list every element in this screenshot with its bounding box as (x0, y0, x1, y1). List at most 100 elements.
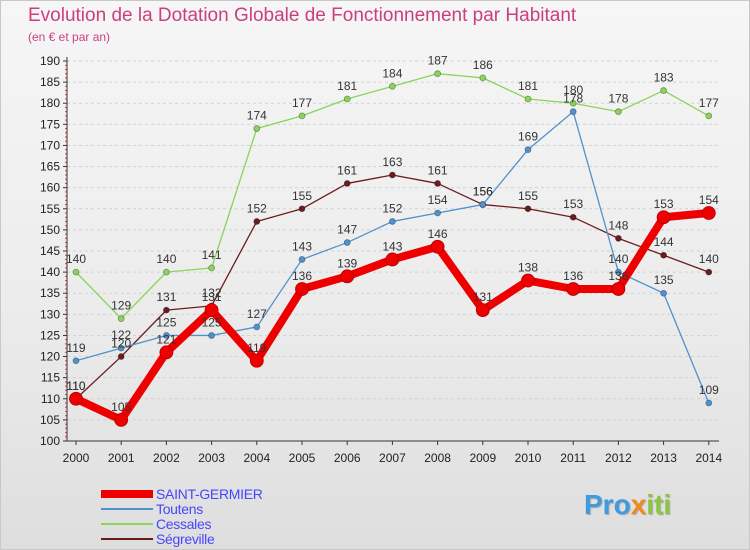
data-point (249, 353, 264, 368)
data-point (430, 239, 445, 254)
data-point (298, 112, 306, 120)
data-point (159, 345, 174, 360)
data-label: 148 (608, 218, 628, 232)
x-tick-label: 2001 (108, 451, 135, 465)
data-point (524, 146, 532, 154)
data-point (434, 70, 442, 78)
tick-labels: 100 105 110 115 120 125 130 135 140 145 150 155 160 1… (40, 54, 723, 465)
data-label: 163 (382, 155, 402, 169)
data-point (660, 87, 667, 94)
data-point (521, 273, 535, 288)
data-point (385, 252, 400, 267)
data-point (253, 323, 261, 331)
x-tick-label: 2014 (695, 451, 722, 465)
y-tick-label: 105 (40, 413, 60, 427)
data-point (343, 180, 351, 187)
data-point (253, 125, 261, 132)
data-point (475, 303, 490, 318)
data-point (204, 303, 219, 318)
legend-label: SAINT-GERMIER (156, 486, 263, 502)
data-point (208, 332, 216, 339)
data-point (162, 332, 170, 339)
data-point (208, 264, 216, 272)
data-label: 143 (382, 239, 402, 253)
data-label: 131 (202, 290, 222, 304)
data-point (295, 282, 309, 296)
data-label: 161 (337, 163, 357, 177)
data-label: 121 (156, 332, 176, 346)
y-tick-label: 150 (40, 223, 60, 237)
data-point (298, 256, 306, 263)
x-tick-label: 2011 (560, 451, 586, 465)
data-label: 177 (699, 96, 719, 110)
data-point (569, 99, 577, 107)
data-label: 136 (608, 269, 628, 283)
chart-subtitle: (en € et par an) (28, 30, 111, 44)
x-tick-label: 2008 (424, 451, 451, 465)
x-tick-label: 2013 (650, 451, 677, 465)
x-tick-label: 2009 (469, 451, 496, 465)
data-label: 174 (247, 109, 267, 123)
data-label: 154 (428, 193, 448, 207)
data-point (479, 201, 487, 208)
data-label: 141 (202, 248, 222, 262)
data-label: 119 (247, 341, 266, 355)
data-point (524, 205, 532, 213)
data-label: 138 (518, 261, 538, 275)
data-point (434, 209, 442, 217)
data-label: 140 (608, 252, 628, 266)
data-label: 136 (292, 269, 312, 283)
data-label: 181 (337, 79, 357, 93)
data-label: 143 (292, 239, 312, 253)
data-point (388, 82, 396, 90)
data-point (569, 108, 577, 116)
data-point (388, 218, 396, 225)
data-label: 129 (111, 299, 131, 313)
y-tick-label: 170 (40, 138, 60, 152)
x-tick-label: 2012 (605, 451, 632, 465)
data-label: 127 (247, 307, 267, 321)
data-label: 178 (608, 92, 628, 106)
data-point (114, 412, 129, 427)
data-label: 110 (66, 379, 85, 393)
data-point (117, 315, 125, 322)
data-label: 153 (654, 197, 674, 211)
data-label: 136 (563, 269, 583, 283)
data-point (388, 171, 396, 179)
data-label: 125 (202, 315, 222, 329)
x-tick-label: 2010 (515, 451, 542, 465)
y-tick-label: 155 (40, 202, 60, 216)
y-tick-label: 115 (41, 371, 60, 385)
data-point (117, 344, 125, 352)
data-label: 187 (428, 54, 448, 68)
data-point (524, 95, 532, 103)
data-point (569, 213, 577, 221)
y-tick-label: 110 (41, 392, 60, 406)
y-tick-label: 135 (40, 286, 60, 300)
series-lines (69, 70, 716, 427)
data-label: 147 (337, 223, 357, 237)
x-tick-label: 2006 (334, 451, 361, 465)
data-point (72, 357, 80, 365)
data-point (656, 210, 671, 225)
data-label: 131 (156, 290, 176, 304)
data-point (611, 282, 626, 296)
data-label: 140 (66, 252, 86, 266)
data-label: 153 (563, 197, 583, 211)
data-point (660, 289, 667, 297)
x-tick-label: 2002 (153, 451, 180, 465)
data-label: 125 (156, 315, 176, 329)
data-point (72, 268, 80, 276)
data-point (434, 180, 442, 187)
legend-swatch (101, 490, 153, 498)
data-point (162, 306, 170, 314)
data-label: 135 (654, 273, 674, 287)
data-label: 186 (473, 58, 493, 72)
y-tick-label: 180 (40, 96, 60, 110)
data-label: 161 (428, 163, 448, 177)
x-tick-label: 2005 (289, 451, 316, 465)
data-point (701, 206, 716, 220)
y-tick-label: 165 (40, 160, 60, 174)
